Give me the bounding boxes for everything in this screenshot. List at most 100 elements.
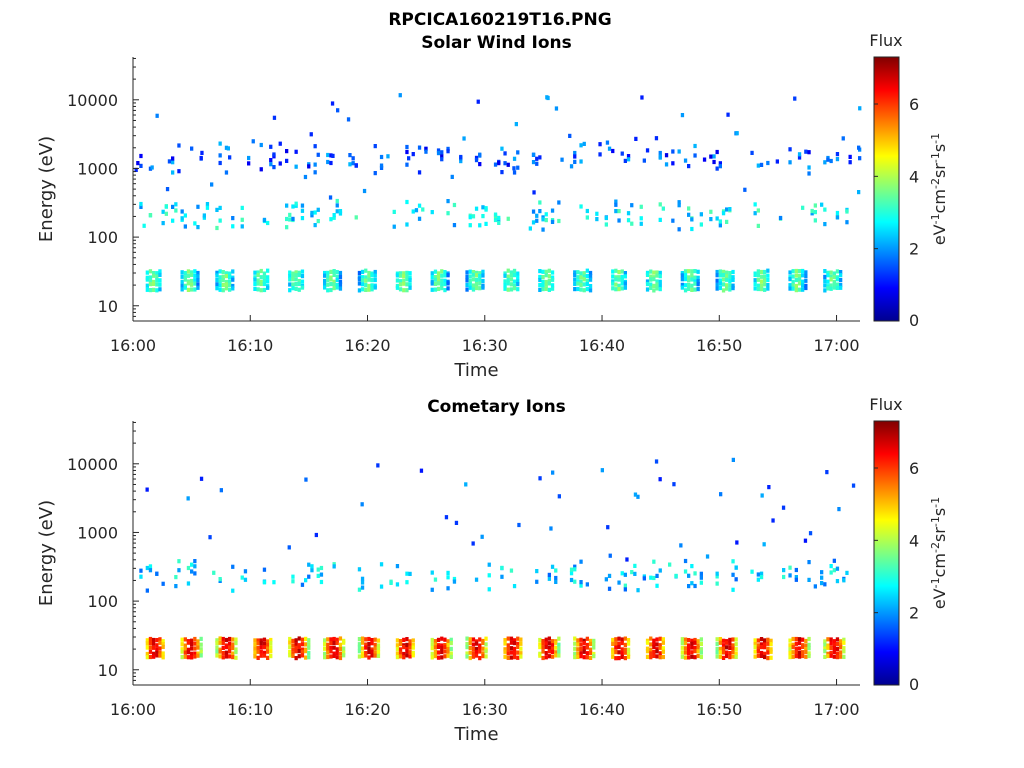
heatmap-cell [411,209,415,214]
heatmap-cell [186,273,191,278]
heatmap-cell [642,158,646,163]
heatmap-cell [228,274,232,279]
heatmap-cell [224,271,229,276]
heatmap-cell [791,269,795,274]
heatmap-cell [640,95,644,100]
heatmap-cell [592,641,596,646]
heatmap-cell [652,559,656,564]
heatmap-cell [348,162,352,167]
heatmap-cell [360,651,365,656]
heatmap-cell [364,642,368,647]
heatmap-cell [313,144,317,149]
heatmap-cell [332,562,336,567]
heatmap-cell [588,270,593,276]
heatmap-cell [683,650,688,655]
heatmap-cell [332,651,336,656]
heatmap-cell [342,650,346,655]
heatmap-cell [794,567,798,573]
heatmap-cell [468,278,472,284]
heatmap-cell [753,278,757,283]
heatmap-cell [721,277,726,282]
heatmap-cell [395,638,400,643]
heatmap-cell [658,279,662,284]
heatmap-cell [690,650,694,655]
heatmap-cell [715,637,719,642]
heatmap-cell [573,150,577,156]
heatmap-cell [592,638,596,643]
heatmap-cell [579,282,583,287]
heatmap-cell [478,223,482,228]
heatmap-cell [839,283,843,288]
heatmap-cell [585,268,589,273]
heatmap-cell [323,285,327,290]
heatmap-cell [215,273,219,278]
heatmap-cell [845,570,849,575]
heatmap-cell [652,277,656,282]
heatmap-cell [481,651,485,656]
heatmap-cell [788,283,792,288]
heatmap-cell [728,207,732,212]
heatmap-cell [683,558,688,564]
heatmap-cell [823,288,827,293]
heatmap-cell [519,646,523,651]
heatmap-cell [446,273,450,278]
heatmap-cell [481,214,485,219]
axes [132,421,860,686]
heatmap-cell [614,202,618,207]
heatmap-cell [763,278,767,283]
heatmap-cell [620,274,624,279]
heatmap-cell [326,159,330,165]
heatmap-cell [360,282,365,287]
heatmap-cell [842,637,846,642]
heatmap-cell [614,268,618,273]
heatmap-cell [731,643,735,648]
heatmap-cell [367,636,371,642]
heatmap-cell [699,212,703,217]
heatmap-cell [573,277,577,282]
heatmap-cell [512,650,517,655]
heatmap-cell [190,282,194,287]
heatmap-cell [721,288,726,293]
heatmap-cell [379,584,384,589]
heatmap-cell [826,279,830,284]
heatmap-cell [256,287,260,292]
heatmap-cell [554,106,559,111]
heatmap-cell [493,217,498,223]
heatmap-cell [446,570,450,575]
heatmap-cell [221,636,225,642]
heatmap-cell [332,564,336,569]
heatmap-cell [620,640,624,646]
heatmap-cell [639,204,643,209]
heatmap-cell [360,646,365,651]
heatmap-cell [620,651,624,656]
heatmap-cell [791,283,795,288]
heatmap-cell [766,283,770,288]
heatmap-cell [323,655,327,660]
heatmap-cell [718,637,722,642]
heatmap-cell [405,642,409,647]
heatmap-cell [804,638,808,644]
heatmap-cell [218,649,222,654]
heatmap-cell [436,644,441,649]
heatmap-cell [576,647,580,652]
heatmap-cell [436,151,441,156]
heatmap-cell [328,195,333,200]
heatmap-cell [335,647,339,652]
heatmap-cell [326,277,330,283]
heatmap-cell [623,285,627,290]
heatmap-cell [797,654,802,659]
heatmap-cell [234,650,238,655]
heatmap-cell [756,643,760,648]
heatmap-cell [411,638,415,643]
heatmap-cell [145,641,149,646]
heatmap-cell [405,647,409,652]
heatmap-cell [680,273,684,278]
heatmap-cell [376,643,381,648]
heatmap-cell [753,644,757,649]
heatmap-cell [291,273,295,279]
heatmap-cell [193,646,197,651]
heatmap-cell [538,642,542,647]
heatmap-cell [452,576,457,582]
heatmap-cell [269,144,273,149]
